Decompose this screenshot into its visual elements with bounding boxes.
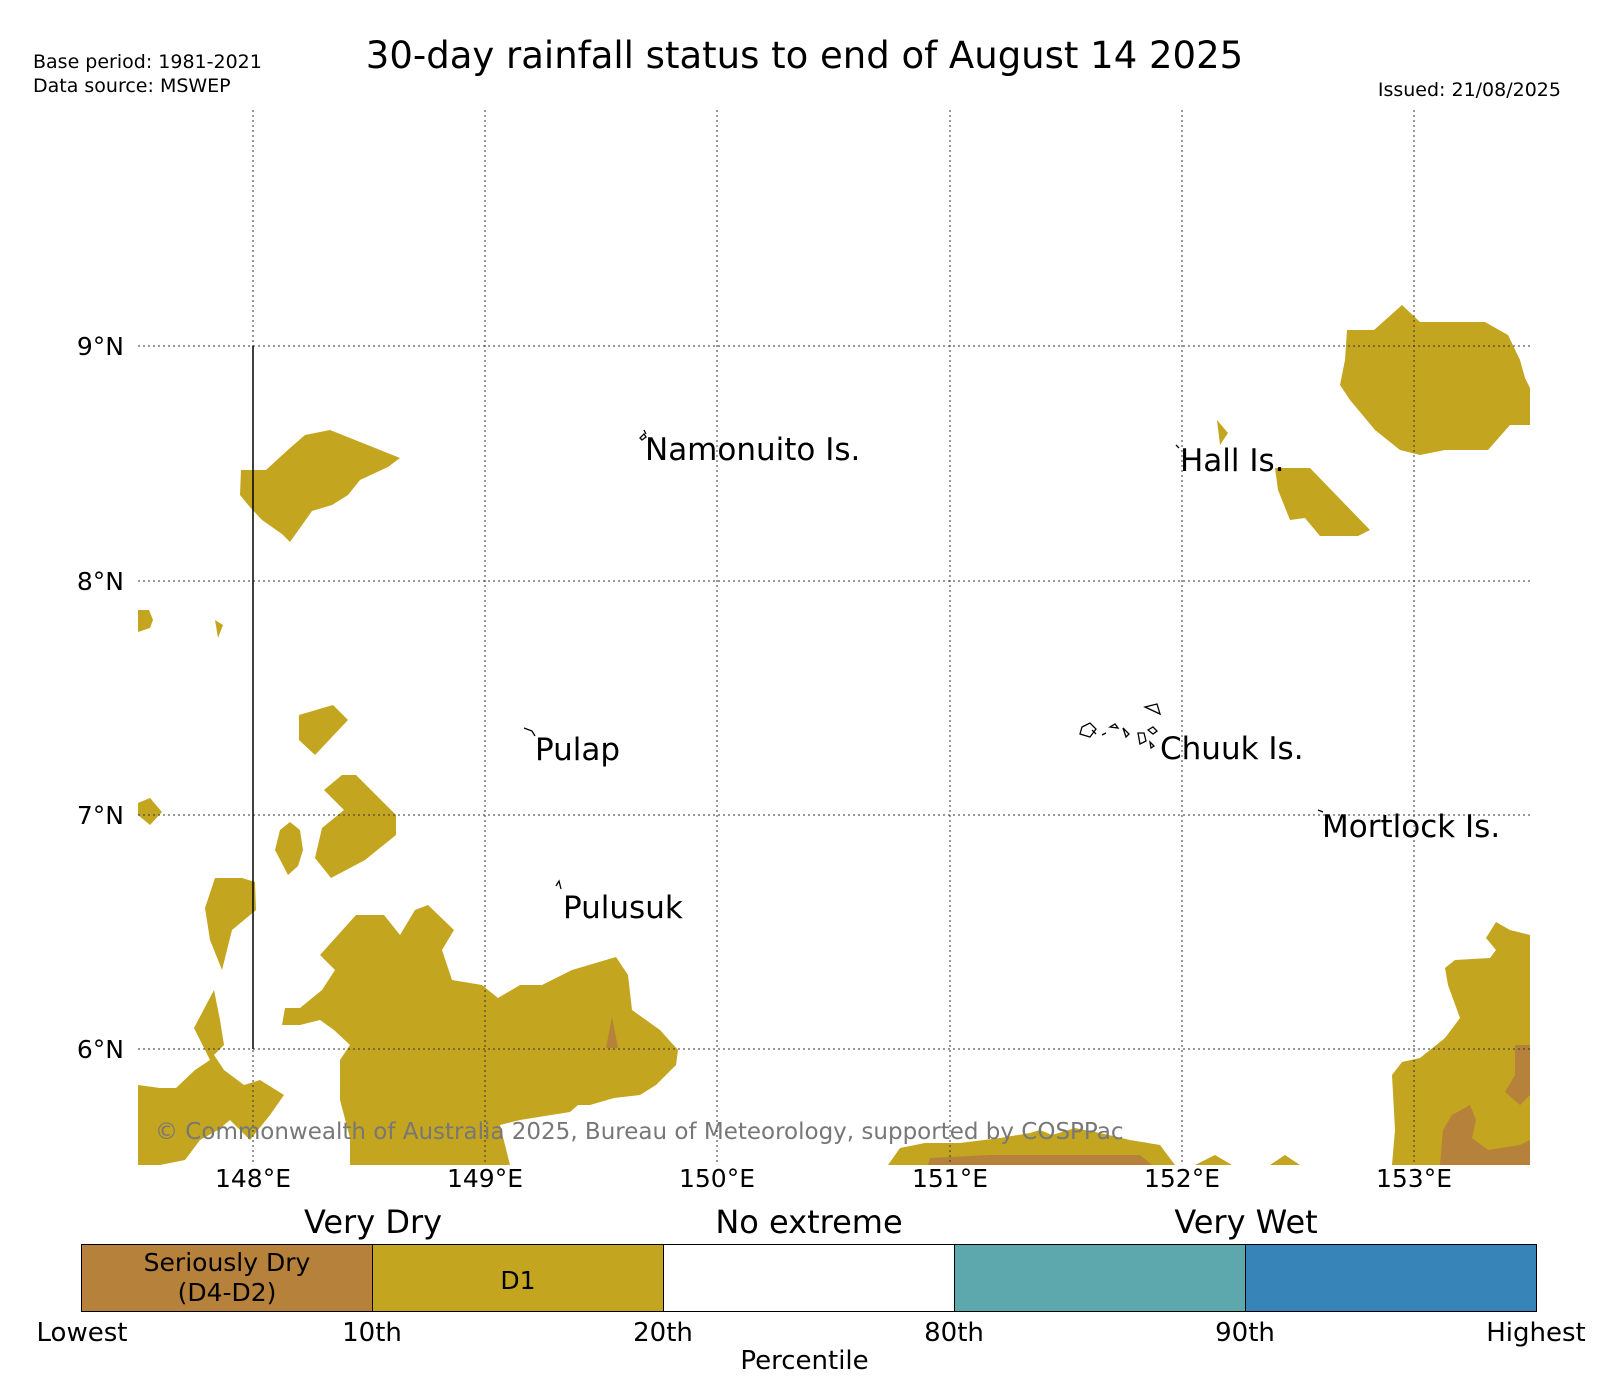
issued-date-text: Issued: 21/08/2025: [1377, 79, 1561, 101]
tick-lowest: Lowest: [36, 1318, 128, 1348]
namonuito-island: [639, 429, 647, 441]
place-label-pulap: Pulap: [535, 732, 620, 768]
tick-20th: 20th: [633, 1318, 693, 1348]
d1-region: [240, 430, 400, 542]
lon-label-151e: 151°E: [912, 1164, 988, 1190]
legend-d1-label: D1: [500, 1266, 536, 1295]
meta-info: Base period: 1981-2021 Data source: MSWE…: [33, 50, 262, 98]
rainfall-map: Namonuito Is. Hall Is. Pulap Chuuk Is. M…: [77, 110, 1530, 1190]
pulusuk-island: [555, 879, 562, 890]
place-label-chuuk: Chuuk Is.: [1160, 731, 1304, 767]
d1-region: [315, 775, 396, 878]
legend-box-d1: D1: [373, 1245, 664, 1311]
mortlock-island: [1317, 809, 1324, 813]
lon-label-152e: 152°E: [1144, 1164, 1220, 1190]
lat-label-7n: 7°N: [77, 801, 124, 830]
lon-label-148e: 148°E: [215, 1164, 291, 1190]
lon-label-150e: 150°E: [679, 1164, 755, 1190]
copyright-text: © Commonwealth of Australia 2025, Bureau…: [155, 1119, 1124, 1145]
lon-label-153e: 153°E: [1376, 1164, 1452, 1190]
place-label-pulusuk: Pulusuk: [563, 890, 683, 926]
d1-region: [205, 878, 256, 970]
chuuk-island: [1079, 703, 1162, 750]
rainfall-regions: [138, 305, 1530, 1165]
legend-seriously-dry-line2: (D4-D2): [177, 1278, 277, 1307]
seriously-dry-region: [606, 1017, 618, 1048]
seriously-dry-region: [1440, 1105, 1530, 1165]
d1-region: [1270, 1155, 1300, 1165]
map-gridlines: [138, 110, 1530, 1165]
percentile-colorbar: Seriously Dry (D4-D2) D1: [81, 1244, 1537, 1312]
d1-region: [138, 798, 162, 825]
pulap-island: [523, 727, 536, 737]
d1-region: [1340, 305, 1530, 455]
hall-island: [1175, 444, 1180, 449]
data-source-text: Data source: MSWEP: [33, 75, 231, 97]
legend-box-seriously-dry: Seriously Dry (D4-D2): [82, 1245, 373, 1311]
seriously-dry-regions: [606, 1017, 1530, 1165]
d1-region: [1195, 1155, 1232, 1165]
legend-no-extreme: No extreme: [715, 1203, 903, 1241]
lat-label-6n: 6°N: [77, 1035, 124, 1064]
tick-90th: 90th: [1215, 1318, 1275, 1348]
d1-region: [275, 822, 303, 875]
d1-region: [282, 905, 678, 1165]
place-label-mortlock: Mortlock Is.: [1322, 809, 1500, 845]
d1-region: [299, 705, 348, 755]
lat-label-8n: 8°N: [77, 567, 124, 596]
map-title: 30-day rainfall status to end of August …: [365, 34, 1244, 77]
base-period-text: Base period: 1981-2021: [33, 51, 262, 73]
d1-region: [138, 610, 153, 632]
island-outlines: [523, 429, 1324, 890]
d1-region: [1392, 922, 1530, 1165]
lon-label-149e: 149°E: [447, 1164, 523, 1190]
lat-label-9n: 9°N: [77, 332, 124, 361]
legend-seriously-dry-line1: Seriously Dry: [143, 1248, 311, 1277]
seriously-dry-region: [1505, 1045, 1530, 1105]
legend-box-very-wet-80: [955, 1245, 1246, 1311]
d1-region: [215, 620, 223, 638]
legend-box-no-extreme: [664, 1245, 955, 1311]
d1-region: [138, 990, 284, 1165]
percentile-axis-label: Percentile: [740, 1346, 869, 1376]
tick-highest: Highest: [1486, 1318, 1586, 1348]
tick-80th: 80th: [924, 1318, 984, 1348]
legend-box-very-wet-90: [1246, 1245, 1536, 1311]
legend-very-dry: Very Dry: [303, 1203, 443, 1241]
seriously-dry-region: [928, 1155, 1152, 1165]
d1-region: [1217, 420, 1228, 445]
legend-very-wet: Very Wet: [1174, 1203, 1318, 1241]
place-label-namonuito: Namonuito Is.: [645, 432, 860, 468]
place-label-hall: Hall Is.: [1180, 443, 1285, 479]
d1-region: [1275, 468, 1370, 536]
tick-10th: 10th: [342, 1318, 402, 1348]
